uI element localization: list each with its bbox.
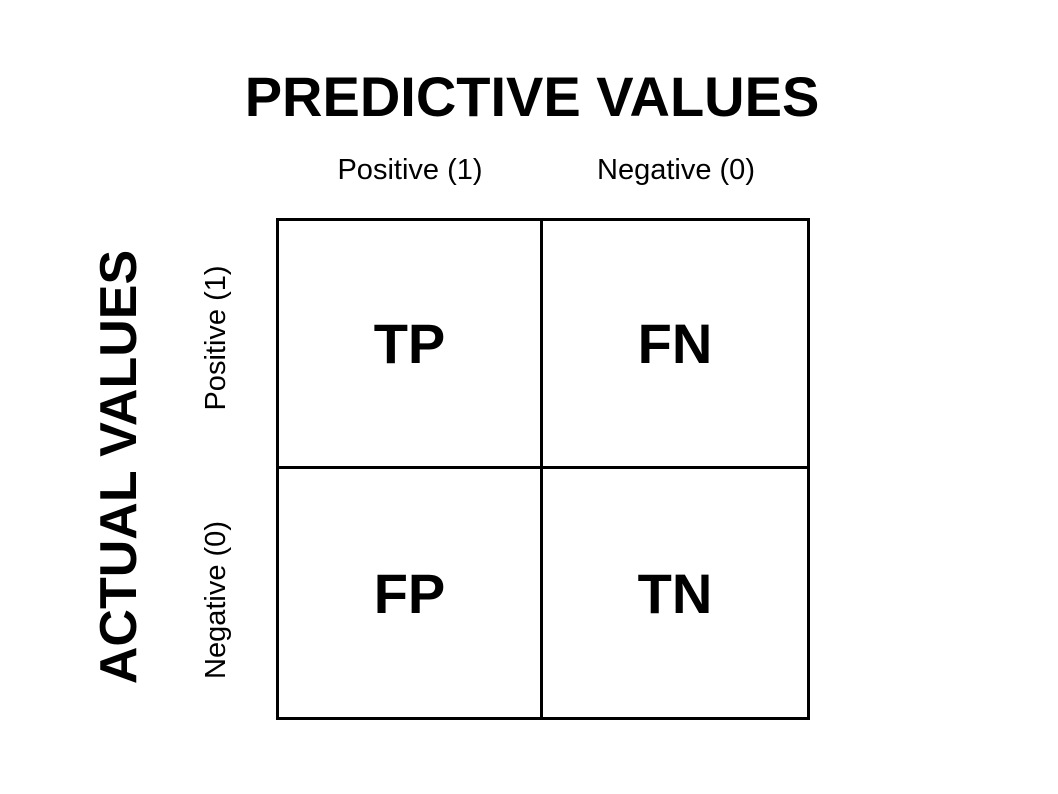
row-label-positive: Positive (1) bbox=[200, 265, 232, 411]
column-label-positive: Positive (1) bbox=[337, 154, 483, 186]
cell-false-positive: FP bbox=[279, 469, 543, 717]
row-label-negative: Negative (0) bbox=[200, 521, 232, 679]
predictive-values-title: PREDICTIVE VALUES bbox=[244, 65, 820, 128]
column-label-negative: Negative (0) bbox=[597, 154, 755, 186]
cell-false-negative: FN bbox=[543, 221, 807, 469]
confusion-matrix: TP FN FP TN bbox=[276, 218, 810, 720]
actual-values-title: ACTUAL VALUES bbox=[90, 249, 148, 685]
cell-true-positive: TP bbox=[279, 221, 543, 469]
cell-true-negative: TN bbox=[637, 561, 713, 625]
